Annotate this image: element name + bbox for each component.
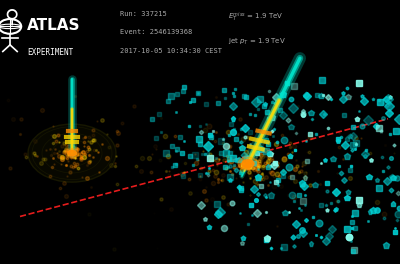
Circle shape xyxy=(238,157,258,170)
Circle shape xyxy=(65,148,79,158)
Circle shape xyxy=(246,162,250,165)
Circle shape xyxy=(244,161,252,166)
Circle shape xyxy=(28,124,116,182)
Circle shape xyxy=(68,150,76,156)
Circle shape xyxy=(242,160,254,168)
Text: Event: 2546139368: Event: 2546139368 xyxy=(120,29,192,35)
Text: ⚲: ⚲ xyxy=(4,8,18,27)
Text: $E_T^{miss}$ = 1.9 TeV: $E_T^{miss}$ = 1.9 TeV xyxy=(228,11,283,24)
Text: EXPERIMENT: EXPERIMENT xyxy=(27,48,74,56)
Text: ATLAS: ATLAS xyxy=(27,18,81,34)
Text: 2017-10-05 10:34:30 CEST: 2017-10-05 10:34:30 CEST xyxy=(120,48,222,54)
Text: Run: 337215: Run: 337215 xyxy=(120,11,167,17)
Text: jet $p_T$ = 1.9 TeV: jet $p_T$ = 1.9 TeV xyxy=(228,37,286,47)
